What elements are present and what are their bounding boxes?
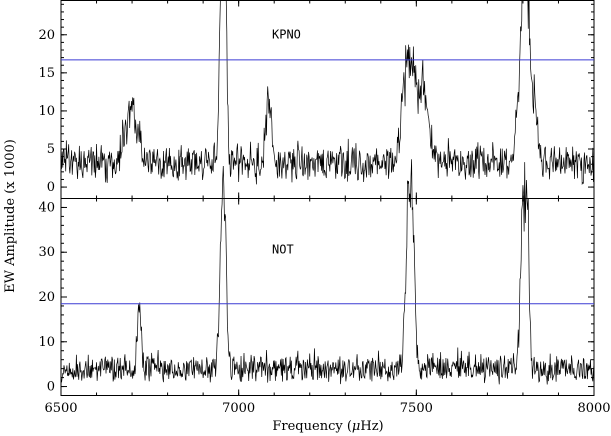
y-tick-label: 0 [47,380,55,395]
x-tick-label: 8000 [577,401,610,416]
x-axis: 6500 7000 7500 8000 [44,401,610,416]
y-tick-label: 15 [38,66,55,81]
panel-kpno: 0 5 10 15 20 KPNO [38,0,595,199]
y-tick-label: 5 [47,142,55,157]
x-tick-label: 6500 [44,401,77,416]
x-axis-label: Frequency (μHz) [272,419,383,434]
panel-frame-kpno [60,0,595,199]
y-tick-label: 10 [38,104,55,119]
y-tick-label: 10 [38,335,55,350]
y-tick-label: 20 [38,290,55,305]
panel-label: KPNO [272,28,301,42]
y-axis-label: EW Amplitude (x 1000) [3,139,18,293]
y-tick-label: 30 [38,245,55,260]
y-tick-label: 20 [38,28,55,43]
amplitude-spectrum [60,0,595,186]
panel-frame-not [60,198,595,396]
amplitude-spectrum [60,159,595,385]
x-tick-label: 7000 [222,401,255,416]
y-tick-label: 0 [47,180,55,195]
x-tick-label: 7500 [400,401,433,416]
y-tick-label: 40 [38,200,55,215]
panel-not: 0 10 20 30 40 NOT [38,159,595,396]
panel-label: NOT [272,243,294,257]
